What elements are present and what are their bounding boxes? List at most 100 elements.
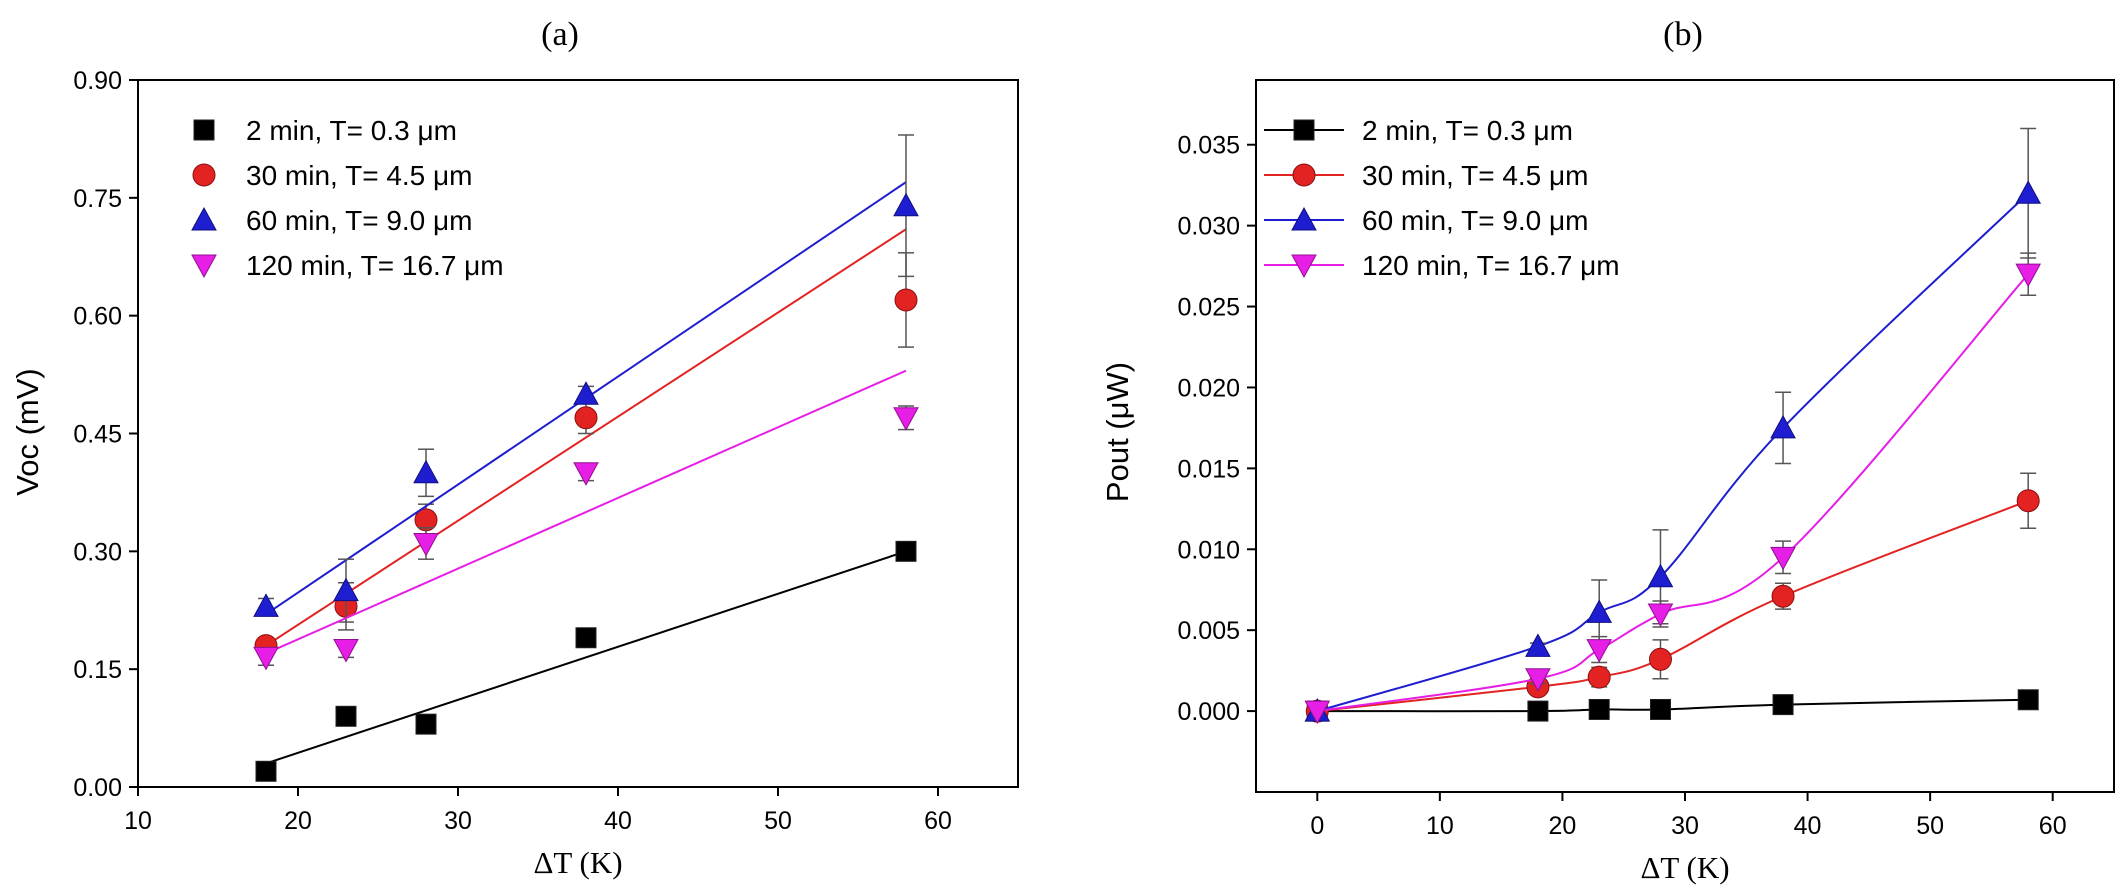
panel-a-voc-chart: (a) 10 20 30 40 50 60 0.00 0.15 0.30 0.45 0.60 0.75 0… [10, 16, 1019, 880]
legend-label: 2 min, T= 0.3 μm [246, 115, 457, 146]
data-point [1647, 563, 1674, 588]
legend-marker [1291, 254, 1317, 279]
fit-line [265, 228, 907, 647]
x-tick-label: 30 [1671, 812, 1699, 840]
y-axis-title: Pout (μW) [1100, 362, 1135, 502]
y-tick-label: 0.15 [73, 656, 122, 684]
series-curve [1317, 273, 2029, 713]
legend-label: 30 min, T= 4.5 μm [246, 160, 473, 191]
series-1 [254, 228, 918, 658]
data-point [1587, 665, 1611, 689]
x-tick-label: 50 [1916, 812, 1944, 840]
data-point [1586, 639, 1613, 663]
y-tick-label: 0.025 [1177, 294, 1240, 322]
data-point [893, 192, 919, 217]
data-point [1772, 694, 1794, 716]
panel-title: (a) [541, 16, 579, 53]
data-point [415, 713, 437, 735]
data-point [573, 462, 599, 486]
y-tick-label: 0.90 [73, 67, 122, 95]
data-point [1647, 603, 1674, 628]
data-point [1770, 414, 1796, 439]
y-tick-label: 0.020 [1177, 374, 1240, 402]
legend-marker [191, 206, 217, 231]
legend-label: 120 min, T= 16.7 μm [246, 250, 504, 281]
data-point [574, 406, 598, 430]
data-point [253, 646, 279, 671]
fit-line [265, 369, 907, 655]
data-point [1304, 700, 1331, 725]
legend-label: 60 min, T= 9.0 μm [1362, 205, 1589, 236]
data-point [575, 627, 597, 649]
series-2 [1304, 127, 2042, 722]
data-point [1770, 546, 1796, 571]
data-point [1527, 700, 1549, 722]
data-point [413, 532, 439, 557]
data-point [2017, 689, 2039, 711]
data-point [333, 639, 359, 663]
y-tick-label: 0.45 [73, 421, 122, 449]
legend-label: 120 min, T= 16.7 μm [1362, 250, 1620, 281]
legend-label: 60 min, T= 9.0 μm [246, 205, 473, 236]
series-curve [1317, 192, 2029, 713]
data-point [895, 540, 917, 562]
panel-b-pout-chart: (b) 0 10 20 30 40 50 60 0.000 0.005 0.010 0.015 0.02… [1100, 16, 2115, 885]
y-tick-label: 0.60 [73, 303, 122, 331]
legend-label: 2 min, T= 0.3 μm [1362, 115, 1573, 146]
series-3 [1304, 252, 2042, 725]
legend-marker [1291, 206, 1317, 231]
x-tick-label: 50 [764, 807, 792, 835]
legend-marker [1293, 119, 1315, 141]
data-point [333, 577, 359, 602]
legend-marker [192, 163, 216, 187]
data-point [2016, 489, 2040, 513]
y-tick-label: 0.30 [73, 538, 122, 566]
y-tick-label: 0.035 [1177, 132, 1240, 160]
legend-marker [193, 119, 215, 141]
x-tick-label: 60 [924, 807, 952, 835]
fit-line [265, 550, 907, 765]
y-tick-label: 0.015 [1177, 455, 1240, 483]
series-0 [255, 540, 917, 782]
series-0 [1306, 689, 2039, 722]
legend-label: 30 min, T= 4.5 μm [1362, 160, 1589, 191]
data-point [1586, 599, 1613, 623]
x-tick-label: 60 [2039, 812, 2067, 840]
data-point [573, 381, 599, 405]
series-3 [253, 369, 919, 671]
x-tick-label: 40 [604, 807, 632, 835]
series-curve [1317, 698, 2029, 713]
data-point [894, 288, 918, 312]
data-point [335, 705, 357, 727]
data-point [1588, 698, 1610, 720]
x-tick-label: 20 [1549, 812, 1577, 840]
x-tick-label: 40 [1794, 812, 1822, 840]
data-point [893, 407, 919, 431]
x-tick-label: 10 [1426, 812, 1454, 840]
x-tick-label: 20 [284, 807, 312, 835]
x-tick-label: 10 [124, 807, 152, 835]
series-2 [253, 134, 919, 623]
legend-marker [1292, 163, 1316, 187]
data-point [2015, 263, 2042, 288]
x-tick-label: 30 [444, 807, 472, 835]
x-tick-label: 0 [1310, 812, 1324, 840]
y-tick-label: 0.00 [73, 774, 122, 802]
series-curve [1317, 499, 2029, 713]
data-point [1525, 633, 1551, 657]
y-tick-label: 0.030 [1177, 213, 1240, 241]
data-point [413, 459, 439, 484]
legend-marker [191, 254, 217, 279]
y-tick-label: 0.005 [1177, 617, 1240, 645]
panel-title: (b) [1663, 16, 1703, 53]
y-tick-label: 0.75 [73, 185, 122, 213]
data-point [253, 593, 279, 617]
data-point [2015, 180, 2042, 204]
data-point [1525, 668, 1551, 692]
data-point [1649, 698, 1671, 720]
data-point [1648, 647, 1672, 671]
x-axis-title: ΔT (K) [533, 845, 622, 880]
y-tick-label: 0.000 [1177, 698, 1240, 726]
y-tick-label: 0.010 [1177, 536, 1240, 564]
